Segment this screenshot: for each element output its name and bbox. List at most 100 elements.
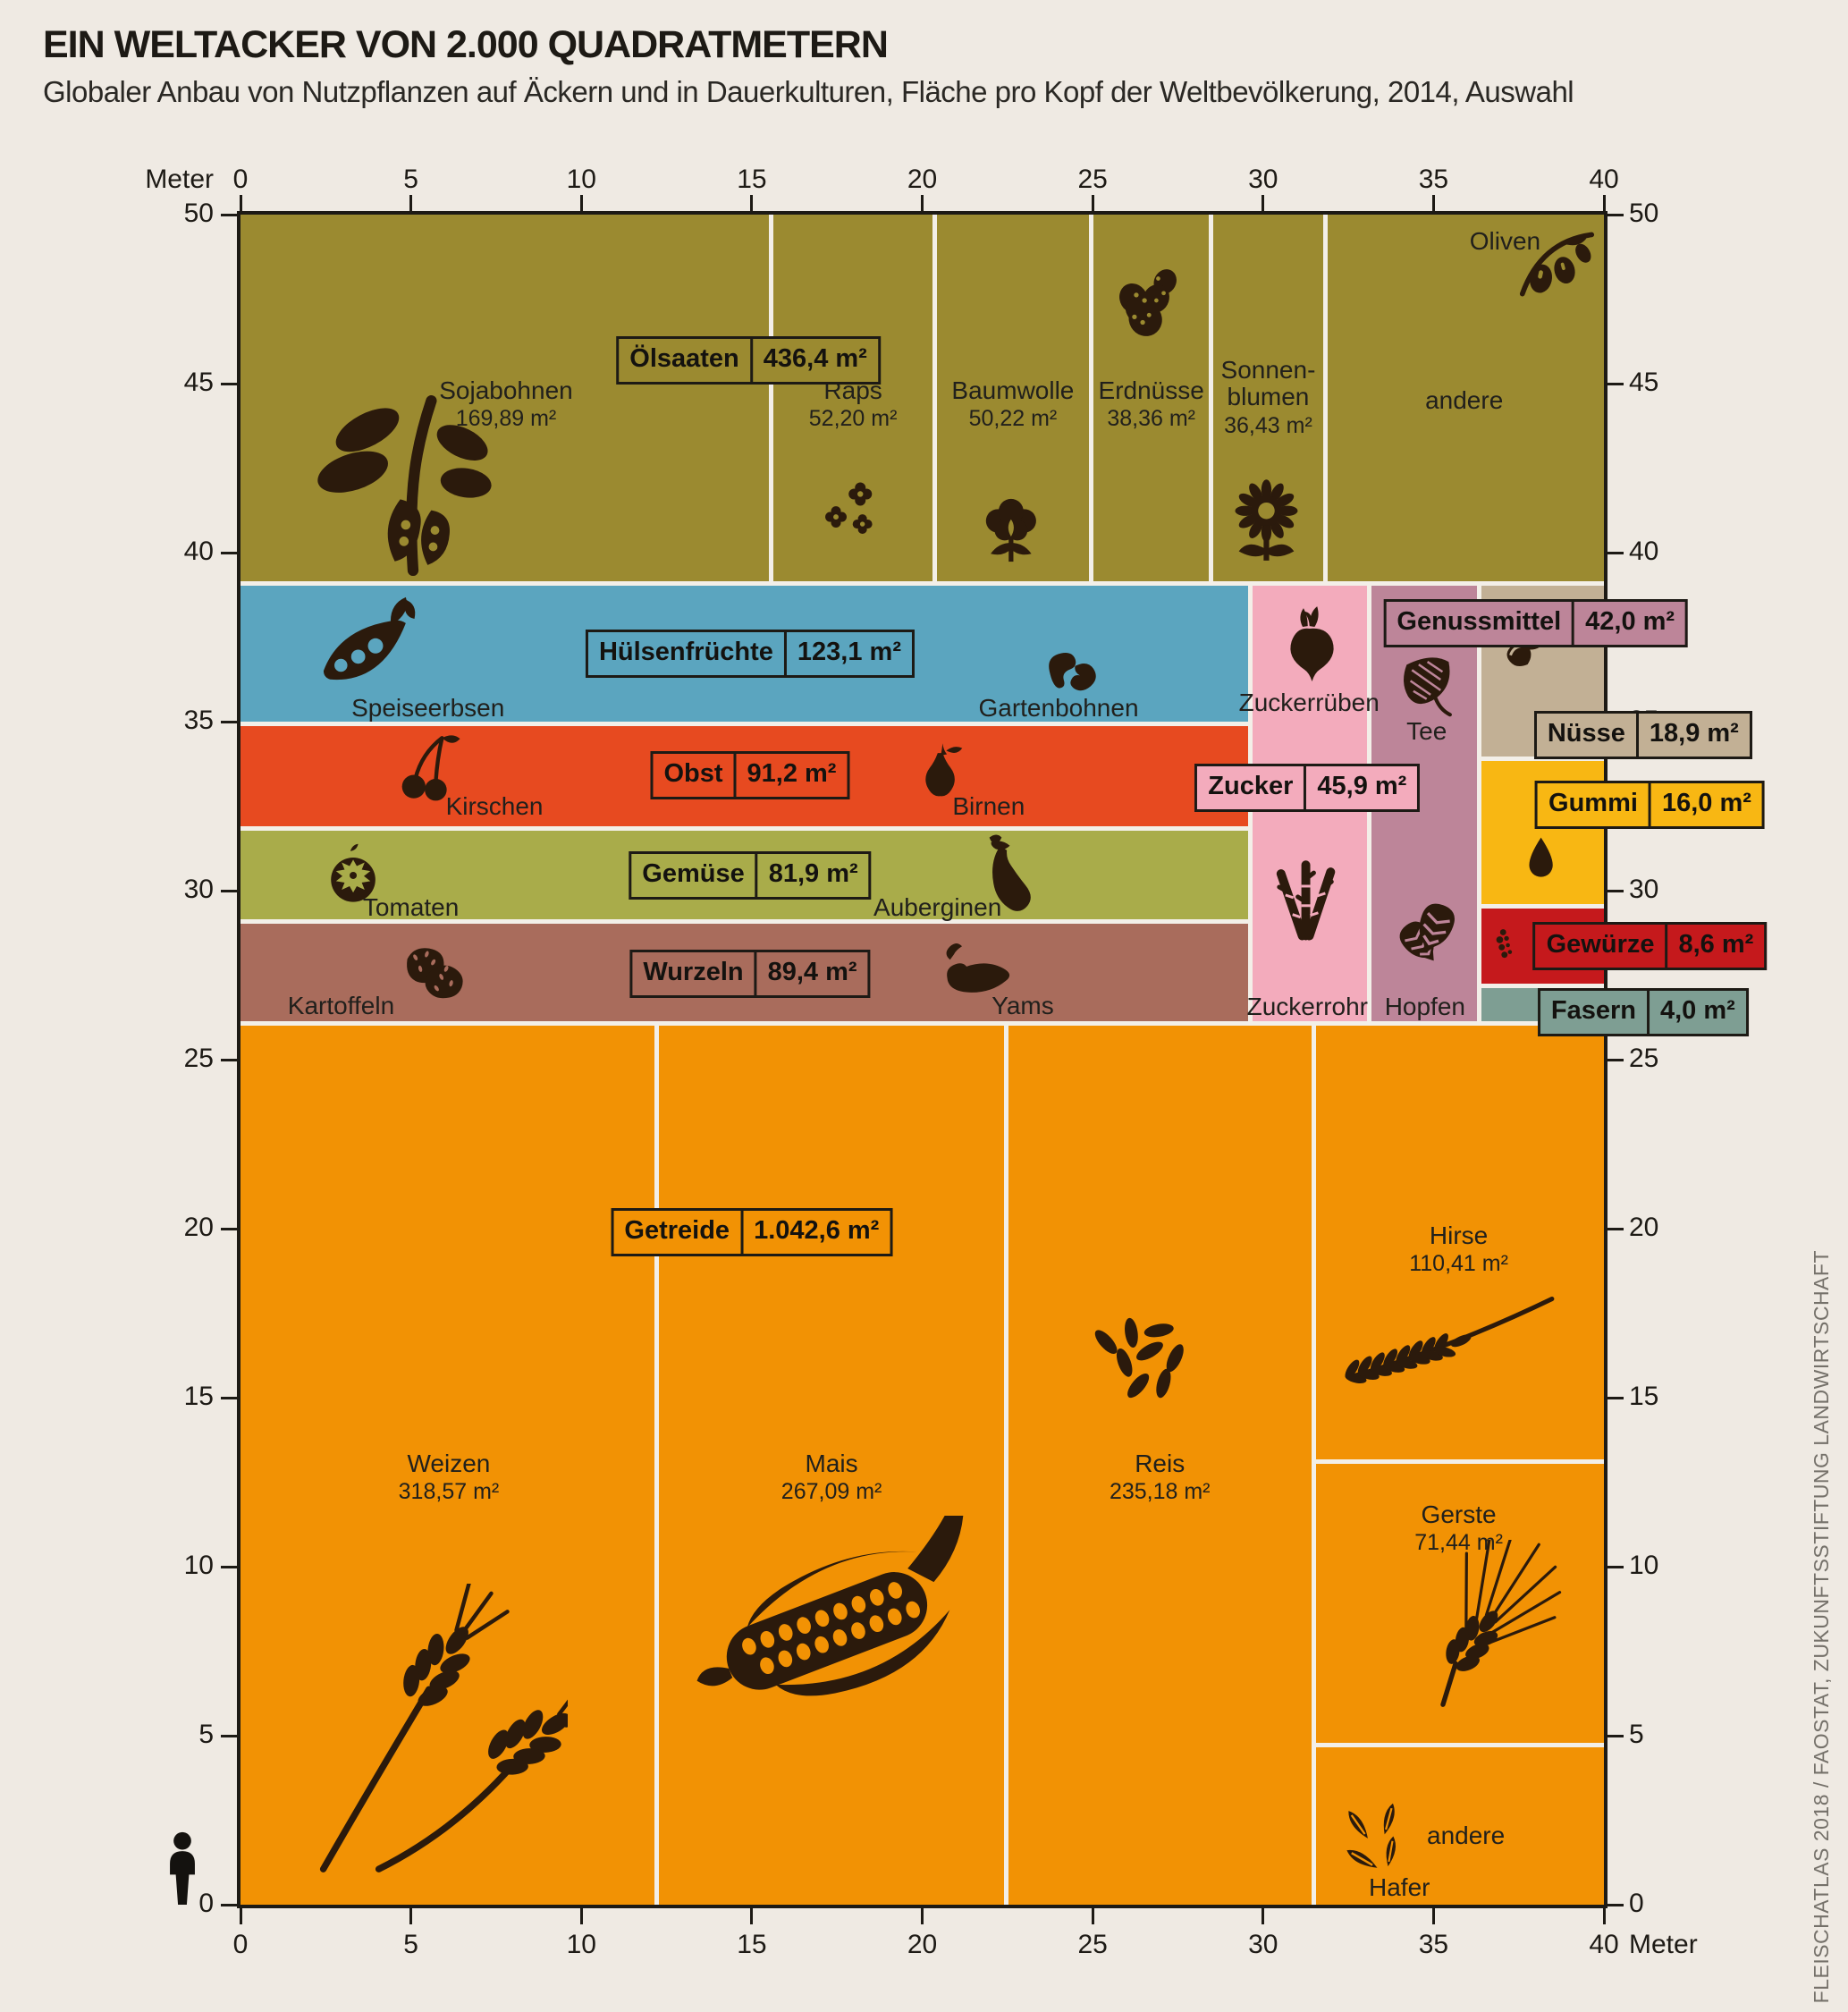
y-axis-tick-right	[1608, 1227, 1624, 1230]
x-axis-label-top: 5	[403, 165, 418, 194]
oat-grains-icon	[1328, 1795, 1423, 1893]
label-erdnuesse: Erdnüsse 38,36 m²	[1098, 376, 1204, 431]
yam-icon	[916, 934, 1038, 1009]
label-gartenbohnen: Gartenbohnen	[978, 693, 1139, 722]
y-axis-tick-left	[221, 1903, 237, 1906]
sugar-cane-icon	[1262, 840, 1350, 968]
peanuts-icon	[1096, 257, 1198, 348]
label-mais: Mais 267,09 m²	[781, 1449, 882, 1504]
y-axis-label-left: 35	[183, 706, 214, 735]
label-andere-getreide: andere	[1427, 1821, 1506, 1849]
y-axis-tick-left	[221, 1227, 237, 1230]
tomato-icon	[317, 833, 389, 915]
y-axis-tick-right	[1608, 1396, 1624, 1399]
label-tee: Tee	[1406, 717, 1447, 746]
label-tomaten: Tomaten	[362, 892, 460, 921]
label-speiseerbsen: Speiseerbsen	[351, 693, 505, 722]
y-axis-label-left: 0	[198, 1889, 214, 1918]
labelbox-nuesse: Nüsse 18,9 m²	[1533, 711, 1752, 760]
treemap-plot: Sojabohnen 169,89 m² Raps 52,20 m² Baumwolle…	[237, 211, 1768, 1908]
y-axis-tick-right	[1608, 889, 1624, 892]
y-axis-label-left: 25	[183, 1044, 214, 1073]
barley-icon	[1372, 1539, 1564, 1736]
x-axis-label-top: 40	[1589, 165, 1619, 194]
x-axis-label-top: 20	[907, 165, 938, 194]
y-axis-label-left: 20	[183, 1213, 214, 1242]
y-axis-tick-left	[221, 382, 237, 385]
divider	[1311, 1023, 1316, 1905]
divider	[932, 215, 937, 584]
x-axis-label-top: 15	[737, 165, 767, 194]
y-axis-tick-left	[221, 1058, 237, 1061]
x-axis-tick-top	[409, 195, 413, 211]
wheat-icon	[274, 1583, 568, 1874]
labelbox-zucker: Zucker 45,9 m²	[1194, 763, 1421, 812]
y-axis-label-right: 20	[1629, 1213, 1659, 1242]
y-axis-label-right: 0	[1629, 1889, 1644, 1918]
x-axis-tick-bottom	[239, 1908, 242, 1924]
label-auberginen: Auberginen	[873, 892, 1002, 921]
y-axis-tick-left	[221, 720, 237, 723]
pea-pod-icon	[308, 593, 421, 701]
x-axis-label-top: 25	[1077, 165, 1108, 194]
peppercorns-icon	[1489, 917, 1523, 971]
label-hafer: Hafer	[1369, 1873, 1430, 1901]
label-reis: Reis 235,18 m²	[1109, 1449, 1211, 1504]
divider	[1313, 1742, 1604, 1747]
labelbox-gemuese: Gemüse 81,9 m²	[629, 850, 872, 900]
page-subtitle: Globaler Anbau von Nutzpflanzen auf Äcke…	[43, 75, 1574, 108]
x-axis-label-bottom: 20	[907, 1930, 938, 1959]
label-hopfen: Hopfen	[1384, 993, 1465, 1021]
millet-icon	[1341, 1280, 1559, 1395]
soybean-plant-icon	[278, 393, 537, 577]
pear-icon	[912, 729, 974, 816]
x-axis-label-top: 30	[1248, 165, 1278, 194]
y-axis-tick-left	[221, 1396, 237, 1399]
x-axis-label-top: 35	[1418, 165, 1449, 194]
y-axis-tick-left	[221, 551, 237, 554]
label-sonnenblumen: Sonnen-blumen 36,43 m²	[1220, 355, 1316, 438]
y-axis-label-left: 30	[183, 875, 214, 904]
y-axis-label-left: 45	[183, 368, 214, 397]
y-axis-tick-right	[1608, 1565, 1624, 1568]
labelbox-gummi: Gummi 16,0 m²	[1535, 780, 1765, 829]
labelbox-getreide: Getreide 1.042,6 m²	[611, 1207, 893, 1256]
label-gerste: Gerste 71,44 m²	[1414, 1500, 1503, 1555]
tea-leaf-icon	[1388, 646, 1463, 731]
y-axis-label-right: 45	[1629, 368, 1659, 397]
x-axis-tick-top	[1262, 195, 1265, 211]
y-axis-label-right: 5	[1629, 1720, 1644, 1749]
source-credit: FLEISCHATLAS 2018 / FAOSTAT, ZUKUNFTSSTI…	[1810, 1249, 1833, 2003]
page-title: EIN WELTACKER VON 2.000 QUADRATMETERN	[43, 23, 889, 66]
x-axis-tick-bottom	[409, 1908, 413, 1924]
y-axis-label-right: 50	[1629, 199, 1659, 228]
block-oelsaaten	[240, 215, 1604, 581]
y-axis-tick-right	[1608, 1903, 1624, 1906]
y-axis-tick-left	[221, 1565, 237, 1568]
x-axis-label-bottom: 40	[1589, 1930, 1619, 1959]
x-axis-tick-top	[921, 195, 924, 211]
label-birnen: Birnen	[952, 791, 1025, 820]
divider	[769, 215, 774, 584]
x-axis-label-top: 10	[566, 165, 596, 194]
y-axis-tick-left	[221, 1734, 237, 1737]
x-axis-tick-bottom	[1431, 1908, 1435, 1924]
sugar-beet-icon	[1267, 600, 1352, 695]
x-axis-label-bottom: 35	[1418, 1930, 1449, 1959]
y-axis-label-right: 10	[1629, 1551, 1659, 1580]
labelbox-obst: Obst 91,2 m²	[650, 751, 850, 800]
person-scale-icon	[157, 1831, 207, 1905]
x-axis-label-bottom: 10	[566, 1930, 596, 1959]
y-axis-tick-right	[1608, 551, 1624, 554]
y-axis-label-right: 15	[1629, 1382, 1659, 1411]
x-axis-tick-top	[579, 195, 583, 211]
label-zuckerrueben: Zuckerrüben	[1238, 689, 1380, 717]
y-axis-label-right: 40	[1629, 537, 1659, 566]
labelbox-huelsenfruechte: Hülsenfrüchte 123,1 m²	[585, 630, 915, 679]
divider	[1209, 215, 1214, 584]
y-axis-label-left: 40	[183, 537, 214, 566]
labelbox-fasern: Fasern 4,0 m²	[1537, 988, 1749, 1037]
sunflower-icon	[1220, 469, 1312, 574]
labelbox-gewuerze: Gewürze 8,6 m²	[1532, 922, 1768, 971]
y-axis-tick-right	[1608, 382, 1624, 385]
